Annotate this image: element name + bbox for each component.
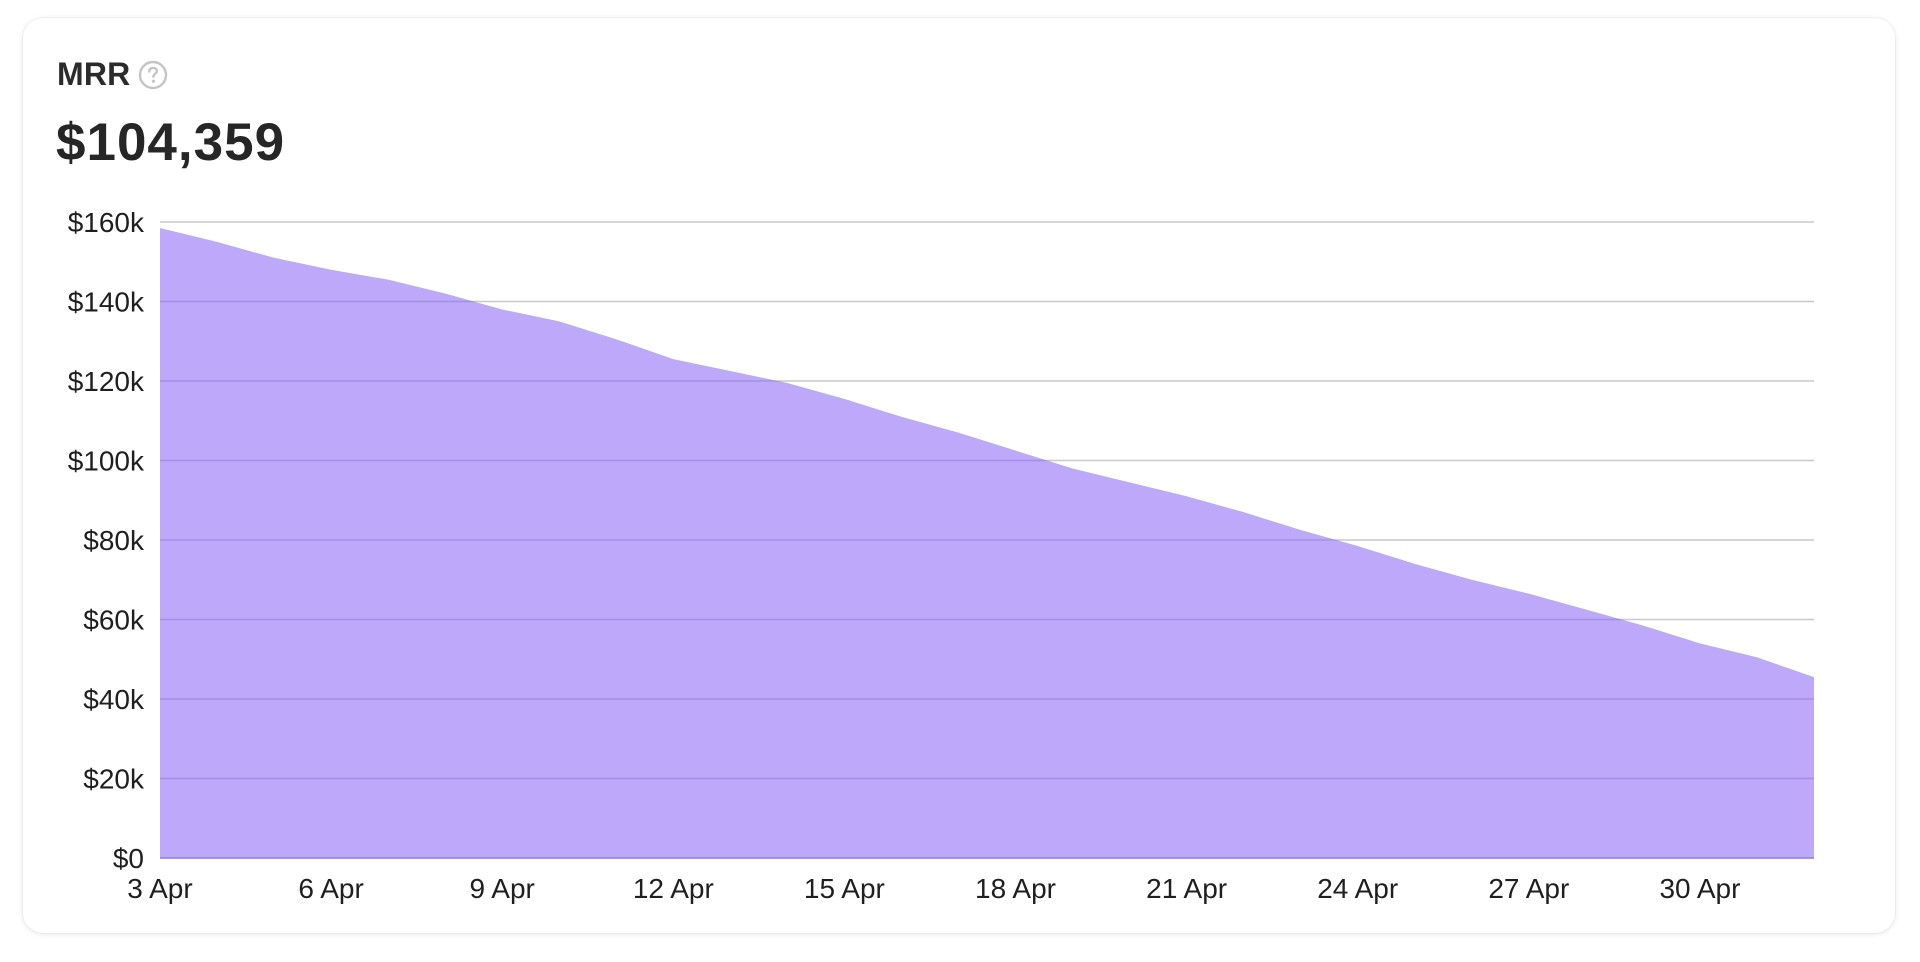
card-header: MRR	[57, 56, 168, 93]
x-tick-label: 24 Apr	[1317, 873, 1398, 904]
mrr-area-series	[160, 227, 1814, 858]
y-axis-tick-labels: $0 $20k $40k $60k $80k $100k $120k $140k $160k	[68, 207, 145, 874]
x-tick-label: 21 Apr	[1146, 873, 1227, 904]
y-tick-label: $40k	[83, 684, 145, 715]
x-tick-label: 15 Apr	[804, 873, 885, 904]
x-axis-tick-labels: 3 Apr 6 Apr 9 Apr 12 Apr 15 Apr 18 Apr 21 Apr 2…	[127, 873, 1740, 904]
x-tick-label: 27 Apr	[1488, 873, 1569, 904]
x-tick-label: 12 Apr	[633, 873, 714, 904]
y-tick-label: $120k	[68, 366, 145, 397]
y-tick-label: $60k	[83, 605, 145, 636]
y-tick-label: $100k	[68, 446, 145, 477]
x-tick-label: 18 Apr	[975, 873, 1056, 904]
x-tick-label: 6 Apr	[298, 873, 363, 904]
y-tick-label: $20k	[83, 764, 145, 795]
y-tick-label: $0	[113, 843, 144, 874]
y-tick-label: $160k	[68, 207, 145, 238]
y-tick-label: $140k	[68, 287, 145, 318]
x-tick-label: 30 Apr	[1659, 873, 1740, 904]
metric-value: $104,359	[56, 113, 286, 172]
metric-title: MRR	[57, 56, 131, 92]
question-circle-icon[interactable]	[138, 60, 168, 90]
y-tick-label: $80k	[83, 525, 145, 556]
x-tick-label: 9 Apr	[470, 873, 535, 904]
x-tick-label: 3 Apr	[127, 873, 192, 904]
